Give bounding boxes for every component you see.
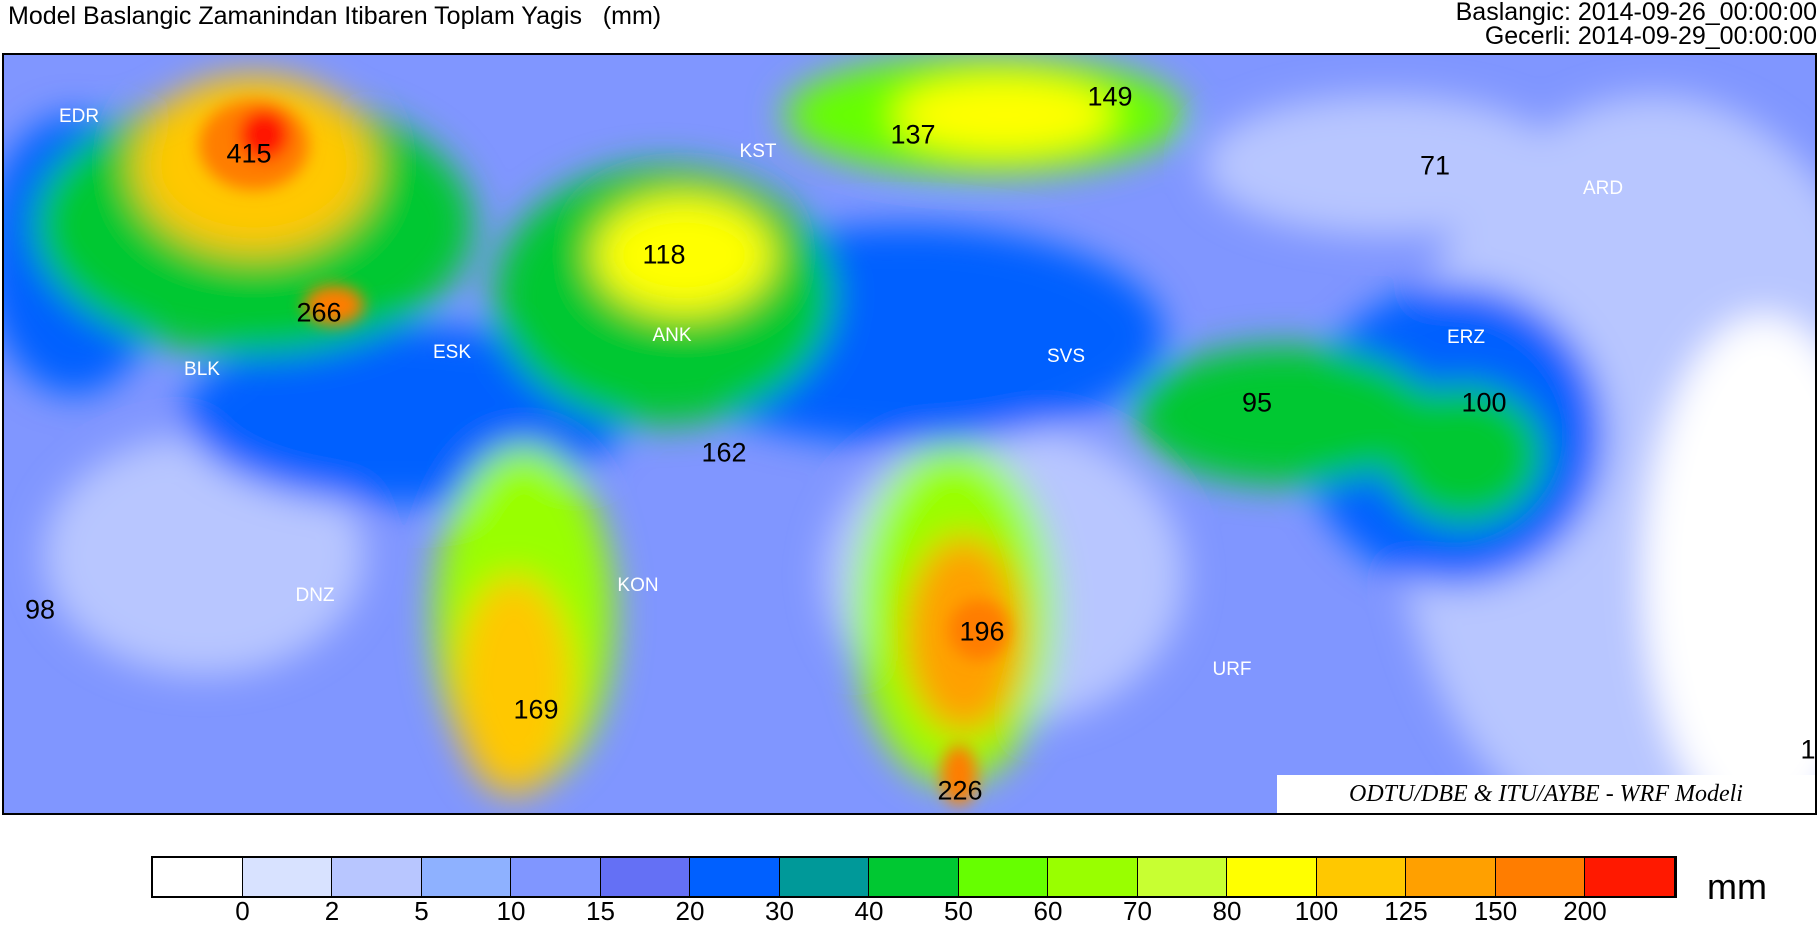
colorbar-swatch: [421, 858, 511, 896]
time-info: Baslangic: 2014-09-26_00:00:00 Gecerli: …: [1455, 0, 1817, 50]
colorbar-swatch: [779, 858, 869, 896]
city-label: ANK: [652, 325, 692, 346]
max-value: 95: [1241, 387, 1273, 418]
colorbar-tick-label: 15: [586, 896, 615, 926]
colorbar-swatch: [1137, 858, 1227, 896]
model-credit: ODTU/DBE & ITU/AYBE - WRF Modeli: [1277, 775, 1815, 813]
max-value: 169: [513, 694, 559, 725]
start-time: Baslangic: 2014-09-26_00:00:00: [1455, 0, 1817, 26]
colorbar-swatch: [1316, 858, 1406, 896]
colorbar-tick-label: 20: [675, 896, 705, 926]
colorbar-swatch: [1495, 858, 1585, 896]
city-label: EDR: [58, 106, 100, 127]
colorbar-swatch: [600, 858, 690, 896]
max-value: 98: [24, 594, 56, 625]
colorbar-swatch: [511, 858, 601, 896]
colorbar-swatch: [869, 858, 959, 896]
city-label: BLK: [184, 359, 220, 380]
colorbar-swatch: [242, 858, 332, 896]
city-label: URF: [1212, 659, 1252, 680]
colorbar-swatch: [1406, 858, 1496, 896]
colorbar-swatch: [153, 858, 243, 896]
max-value: 415: [226, 138, 272, 169]
colorbar-tick-label: 50: [944, 896, 973, 926]
colorbar-tick-label: 200: [1563, 896, 1607, 926]
colorbar-swatch: [1048, 858, 1138, 896]
max-value: 226: [937, 775, 983, 806]
colorbar-tick-label: 80: [1212, 896, 1242, 926]
colorbar-tick-label: 70: [1123, 896, 1152, 926]
city-label: ERZ: [1447, 327, 1485, 348]
city-label: ARD: [1582, 178, 1624, 199]
max-value: 71: [1419, 150, 1451, 181]
colorbar-tick-label: 60: [1033, 896, 1063, 926]
colorbar-tick-label: 100: [1294, 896, 1339, 926]
colorbar: [151, 856, 1677, 898]
max-value: 196: [959, 616, 1005, 647]
colorbar-tick-label: 30: [765, 896, 794, 926]
max-value: 162: [701, 437, 747, 468]
colorbar-swatch: [690, 858, 780, 896]
colorbar-tick-label: 150: [1473, 896, 1518, 926]
precipitation-map: EDR KST ARD ANK ESK BLK SVS ERZ KON DNZ …: [2, 53, 1817, 815]
city-label: ESK: [432, 342, 472, 363]
max-value: 149: [1087, 81, 1133, 112]
max-value: 100: [1461, 387, 1507, 418]
max-value: 1: [1800, 734, 1816, 765]
chart-title: Model Baslangic Zamanindan Itibaren Topl…: [8, 2, 662, 30]
colorbar-swatch: [1227, 858, 1317, 896]
colorbar-tick-label: 0: [235, 896, 250, 926]
valid-time: Gecerli: 2014-09-29_00:00:00: [1484, 22, 1817, 50]
colorbar-swatch: [958, 858, 1048, 896]
colorbar-tick-label: 5: [414, 896, 429, 926]
city-label: SVS: [1046, 346, 1086, 367]
max-value: 266: [296, 297, 342, 328]
colorbar-swatch: [1585, 858, 1675, 896]
colorbar-tick-label: 10: [496, 896, 526, 926]
max-value: 118: [642, 239, 686, 270]
colorbar-tick-label: 2: [324, 896, 340, 926]
max-value: 137: [890, 119, 936, 150]
city-label: DNZ: [295, 585, 335, 606]
precipitation-field: [4, 55, 1815, 813]
city-label: KON: [617, 575, 659, 596]
colorbar-swatch: [332, 858, 422, 896]
city-label: KST: [739, 141, 777, 162]
colorbar-unit: mm: [1707, 866, 1767, 907]
colorbar-tick-label: 125: [1384, 896, 1428, 926]
colorbar-tick-label: 40: [854, 896, 884, 926]
